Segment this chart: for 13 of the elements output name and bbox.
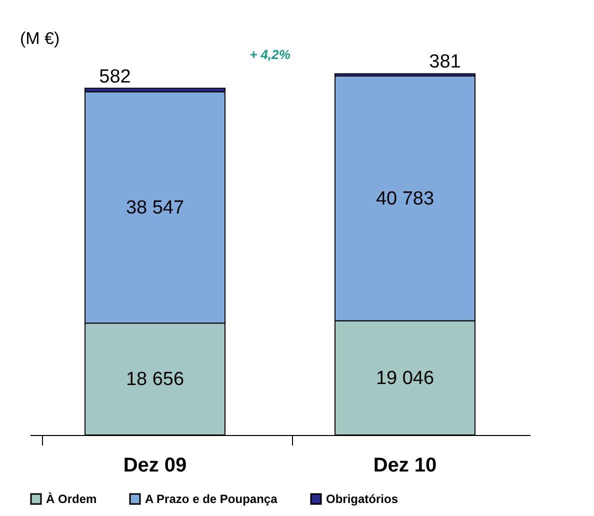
data-label: 381	[429, 52, 461, 73]
y-axis-title: (M €)	[20, 29, 60, 48]
legend-label: À Ordem	[46, 492, 97, 506]
data-label: 38 547	[126, 197, 184, 218]
x-tick-label: Dez 09	[123, 454, 187, 476]
data-label: 19 046	[376, 368, 434, 389]
legend-label: Obrigatórios	[326, 492, 398, 506]
data-label: 582	[99, 66, 131, 88]
legend-label: A Prazo e de Poupança	[145, 492, 278, 506]
data-label: 40 783	[376, 188, 434, 210]
x-tick-label: Dez 10	[373, 454, 437, 476]
data-label: 18 656	[126, 369, 184, 390]
text: + 4,2%	[250, 47, 291, 62]
